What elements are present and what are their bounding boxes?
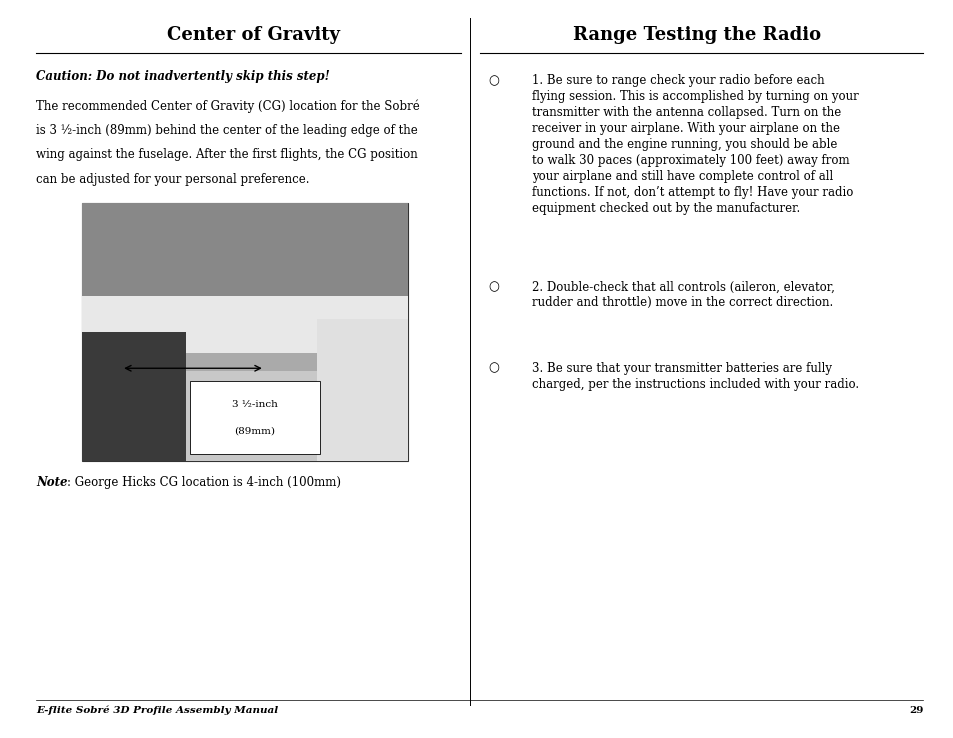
Text: can be adjusted for your personal preference.: can be adjusted for your personal prefer… — [36, 173, 310, 186]
Text: Range Testing the Radio: Range Testing the Radio — [572, 26, 821, 44]
Text: 1. Be sure to range check your radio before each
flying session. This is accompl: 1. Be sure to range check your radio bef… — [532, 74, 859, 215]
Text: Center of Gravity: Center of Gravity — [167, 26, 339, 44]
Text: ○: ○ — [488, 74, 499, 87]
Text: 2. Double-check that all controls (aileron, elevator,
rudder and throttle) move : 2. Double-check that all controls (ailer… — [532, 280, 834, 309]
Bar — [82, 296, 408, 353]
Text: 29: 29 — [908, 706, 923, 714]
Bar — [82, 203, 408, 461]
Text: is 3 ½-inch (89mm) behind the center of the leading edge of the: is 3 ½-inch (89mm) behind the center of … — [36, 124, 417, 137]
Text: ○: ○ — [488, 362, 499, 375]
Text: Note: Note — [36, 476, 68, 489]
Text: (89mm): (89mm) — [234, 426, 275, 435]
Text: : George Hicks CG location is 4-inch (100mm): : George Hicks CG location is 4-inch (10… — [67, 476, 340, 489]
Text: 3 ¹⁄₂-inch: 3 ¹⁄₂-inch — [232, 399, 277, 409]
Text: E-flite Sobré 3D Profile Assembly Manual: E-flite Sobré 3D Profile Assembly Manual — [36, 706, 278, 715]
Text: The recommended Center of Gravity (CG) location for the Sobré: The recommended Center of Gravity (CG) l… — [36, 100, 419, 113]
Text: 3. Be sure that your transmitter batteries are fully
charged, per the instructio: 3. Be sure that your transmitter batteri… — [532, 362, 859, 390]
Text: ○: ○ — [488, 280, 499, 294]
Text: wing against the fuselage. After the first flights, the CG position: wing against the fuselage. After the fir… — [36, 148, 417, 162]
Bar — [190, 381, 320, 453]
Bar — [316, 319, 408, 461]
Bar — [82, 203, 408, 319]
Text: Caution: Do not inadvertently skip this step!: Caution: Do not inadvertently skip this … — [36, 70, 330, 83]
Bar — [186, 371, 408, 461]
Bar — [82, 332, 186, 461]
